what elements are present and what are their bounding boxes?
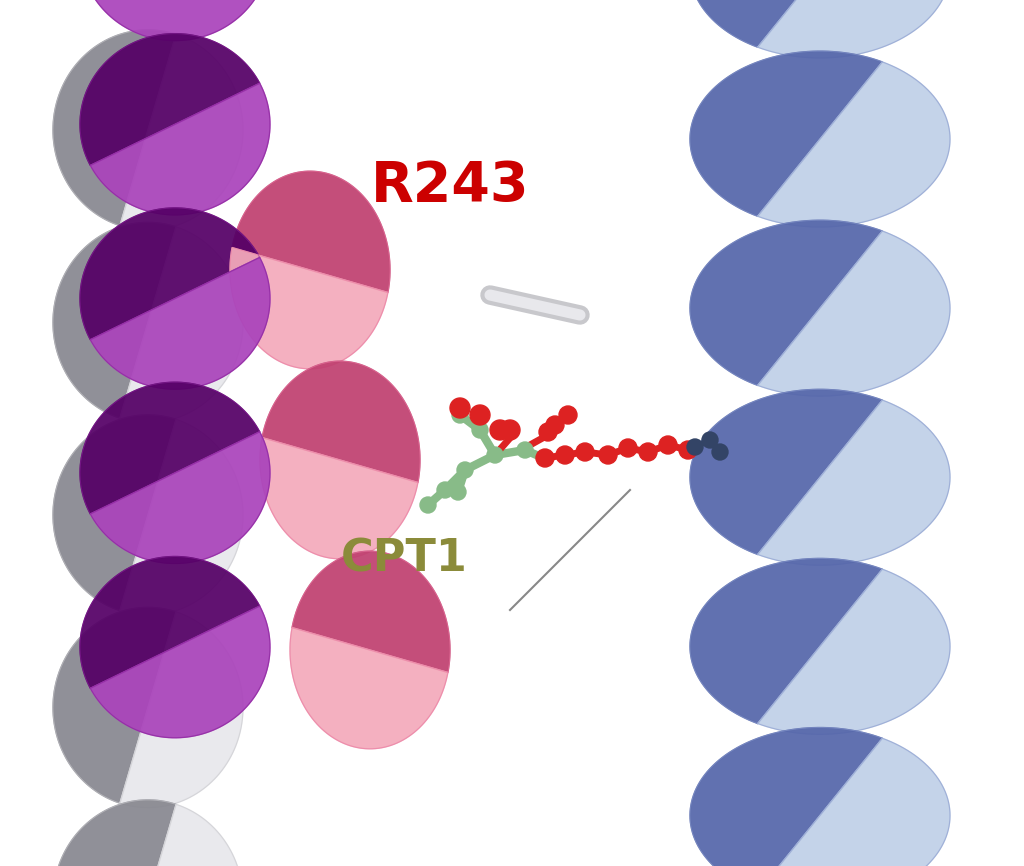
Polygon shape	[690, 220, 883, 385]
Polygon shape	[80, 382, 260, 514]
Circle shape	[457, 462, 473, 478]
Polygon shape	[690, 390, 883, 554]
Polygon shape	[262, 361, 420, 482]
Circle shape	[517, 442, 534, 458]
Polygon shape	[120, 35, 243, 230]
Polygon shape	[90, 432, 270, 564]
Text: R243: R243	[372, 159, 529, 213]
Polygon shape	[292, 551, 450, 672]
Polygon shape	[290, 628, 447, 749]
Polygon shape	[260, 437, 418, 559]
Polygon shape	[758, 739, 950, 866]
Polygon shape	[80, 34, 260, 165]
Circle shape	[539, 423, 557, 441]
Polygon shape	[690, 559, 883, 723]
Polygon shape	[690, 51, 883, 216]
Polygon shape	[90, 0, 270, 41]
Polygon shape	[758, 231, 950, 396]
Circle shape	[712, 444, 728, 460]
Circle shape	[472, 422, 488, 438]
Polygon shape	[120, 612, 243, 808]
Circle shape	[702, 432, 718, 448]
Polygon shape	[120, 419, 243, 615]
Polygon shape	[232, 171, 390, 293]
Circle shape	[659, 436, 677, 454]
Circle shape	[470, 405, 490, 425]
Circle shape	[450, 484, 466, 500]
Circle shape	[559, 406, 577, 424]
Circle shape	[575, 443, 594, 461]
Circle shape	[546, 416, 564, 434]
Circle shape	[500, 420, 520, 440]
Polygon shape	[53, 30, 176, 226]
Polygon shape	[758, 400, 950, 565]
Polygon shape	[758, 62, 950, 227]
Circle shape	[420, 497, 436, 513]
Circle shape	[490, 420, 510, 440]
Circle shape	[599, 446, 617, 464]
Circle shape	[639, 443, 657, 461]
Polygon shape	[690, 727, 883, 866]
Circle shape	[536, 449, 554, 467]
Polygon shape	[90, 257, 270, 389]
Polygon shape	[90, 83, 270, 215]
Circle shape	[687, 439, 703, 455]
Circle shape	[437, 482, 453, 498]
Polygon shape	[90, 606, 270, 738]
Circle shape	[618, 439, 637, 457]
Polygon shape	[53, 607, 176, 803]
Polygon shape	[53, 223, 176, 418]
Circle shape	[556, 446, 574, 464]
Polygon shape	[53, 415, 176, 611]
Circle shape	[679, 441, 697, 459]
Polygon shape	[758, 0, 950, 58]
Polygon shape	[80, 557, 260, 688]
Polygon shape	[80, 208, 260, 339]
Text: CPT1: CPT1	[341, 537, 468, 580]
Polygon shape	[53, 800, 176, 866]
Circle shape	[487, 447, 503, 463]
Polygon shape	[120, 227, 243, 423]
Circle shape	[450, 398, 470, 418]
Polygon shape	[758, 569, 950, 734]
Polygon shape	[230, 248, 388, 369]
Circle shape	[452, 407, 468, 423]
Polygon shape	[690, 0, 883, 47]
Polygon shape	[120, 805, 243, 866]
